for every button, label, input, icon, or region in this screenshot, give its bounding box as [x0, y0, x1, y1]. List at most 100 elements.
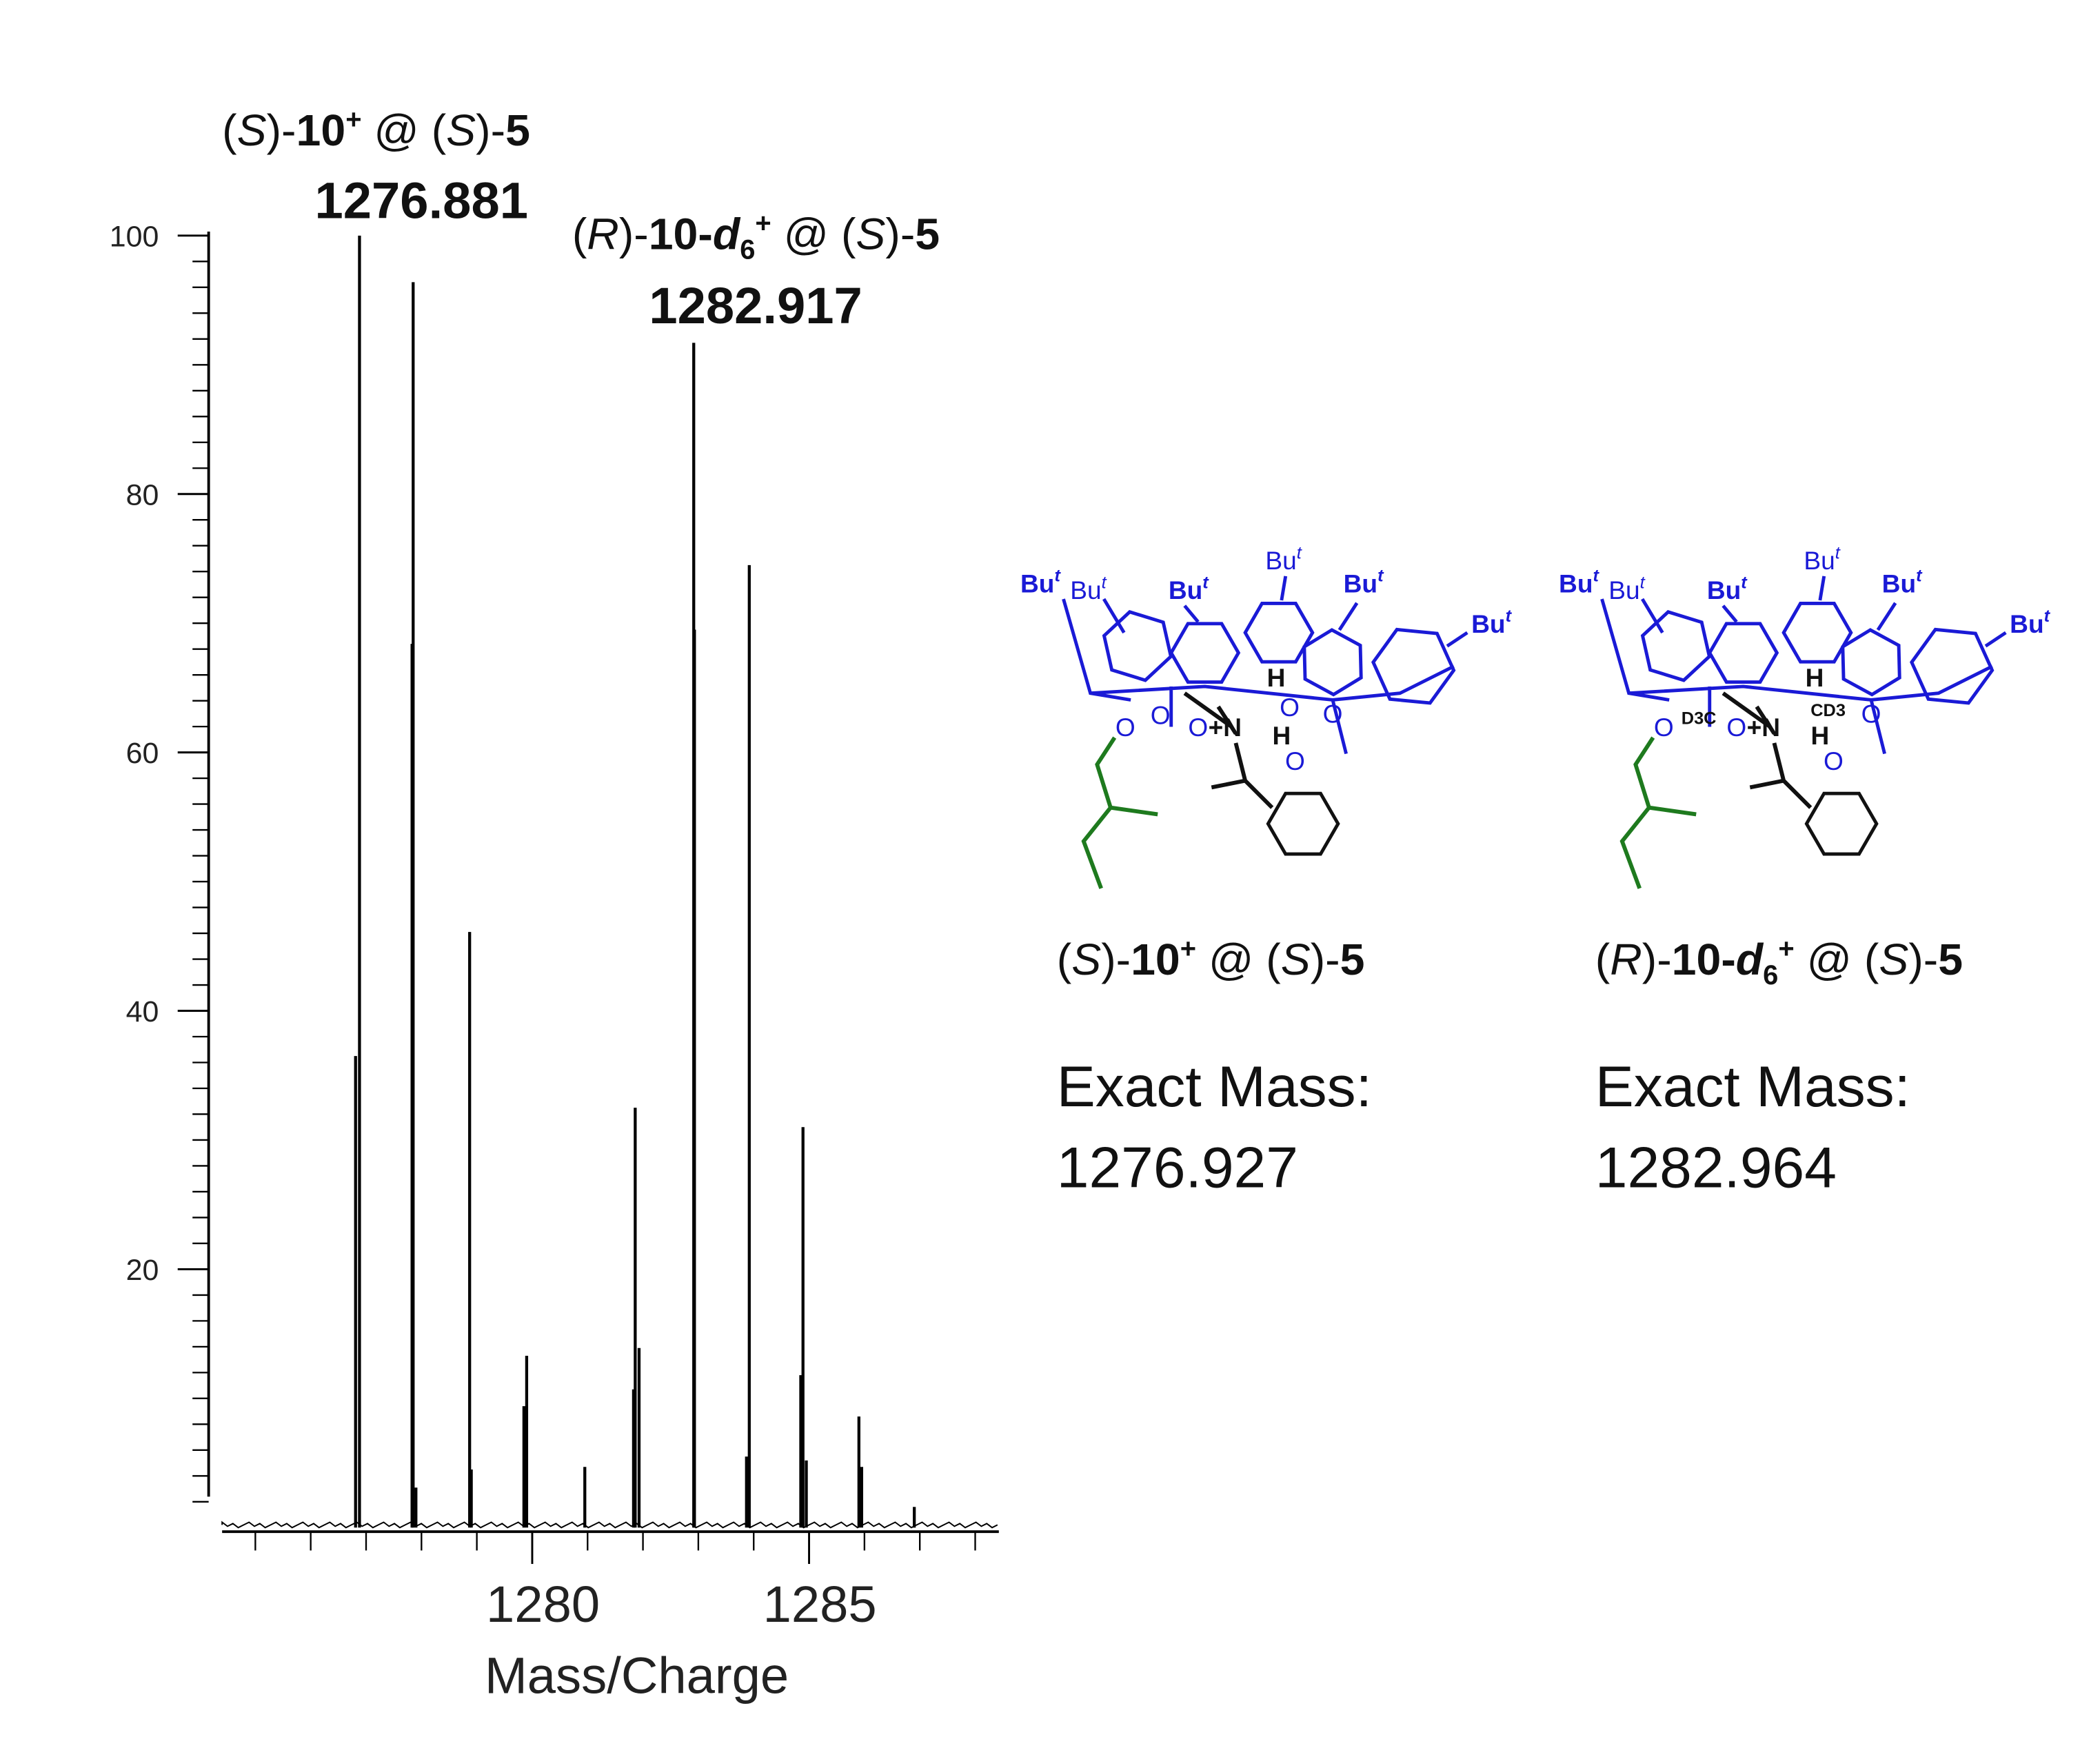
label-part: d [1736, 935, 1764, 984]
tbu-label: But [1559, 567, 1599, 598]
y-tick-label: 80 [126, 478, 159, 511]
label-part: Bu [1070, 576, 1101, 604]
x-tick-label: 1280 [486, 1576, 600, 1633]
tbu-label: But [1070, 573, 1107, 604]
label-part: t [2044, 607, 2051, 626]
x-axis-label: Mass/Charge [485, 1647, 789, 1704]
label-part: + [345, 105, 361, 135]
label-part: 6 [1763, 960, 1778, 990]
label-part: S [1071, 935, 1101, 984]
label-part: )- [885, 209, 915, 258]
exact-mass-value: 1276.927 [1057, 1135, 1298, 1199]
ring [1804, 791, 1879, 856]
label-part: 5 [505, 105, 530, 155]
label-part: )- [1101, 935, 1131, 984]
baseline-noise [221, 1521, 998, 1529]
frame [1600, 576, 2007, 755]
tbu-label: But [1804, 543, 1840, 575]
side-chain [1081, 736, 1158, 889]
y-tick-label: 100 [110, 220, 159, 253]
label-part: @ ( [1795, 935, 1879, 984]
atom-label: O [1115, 713, 1135, 742]
atom-label: H [1810, 721, 1829, 750]
tbu-label: But [1344, 567, 1384, 598]
atom-label: +N [1209, 713, 1242, 742]
atom-label: O [1654, 713, 1674, 742]
tbu-label: But [1707, 573, 1748, 604]
ring [1371, 627, 1456, 705]
label-part: + [1778, 933, 1794, 964]
label-part: R [587, 209, 619, 258]
side-chain [1619, 736, 1697, 889]
structure-caption: (R)-10-d6+ @ (S)-5 [1595, 933, 1963, 990]
label-part: ( [1595, 935, 1611, 984]
guest [1722, 691, 1813, 809]
atom-label: O [1726, 713, 1746, 742]
label-part: t [1835, 543, 1841, 562]
atom-label: H [1272, 721, 1291, 750]
label-part: ( [1057, 935, 1072, 984]
label-part: t [1916, 567, 1923, 586]
label-part: + [755, 208, 771, 238]
peak-annotation-name: (S)-10+ @ (S)-5 [222, 105, 530, 155]
label-part: 5 [1938, 935, 1963, 984]
label-part: ( [572, 209, 587, 258]
atom-label: H [1806, 663, 1824, 692]
label-part: Bu [1169, 576, 1202, 604]
label-part: @ ( [771, 209, 856, 258]
exact-mass-title: Exact Mass: [1595, 1054, 1910, 1119]
label-part: )- [1908, 935, 1938, 984]
ring [1640, 610, 1712, 682]
label-part: S [856, 209, 885, 258]
label-part: 10 [296, 105, 346, 155]
y-tick-label: 60 [126, 737, 159, 770]
tbu-label: But [1169, 573, 1209, 604]
label-part: Bu [1265, 546, 1296, 575]
atom-label: O [1285, 746, 1305, 775]
atom-label: O [1280, 693, 1300, 722]
ring [1910, 627, 1995, 705]
ring [1102, 610, 1173, 682]
atom-label: O [1861, 700, 1881, 729]
guest [1183, 691, 1274, 809]
peak-annotation-value: 1276.881 [315, 172, 528, 229]
atom-label: O [1151, 701, 1171, 730]
label-part: t [1297, 543, 1302, 562]
tbu-label: But [1882, 567, 1923, 598]
atom-label: O [1323, 700, 1343, 729]
label-part: )- [476, 105, 505, 155]
atom-label: +N [1747, 713, 1780, 742]
tbu-label: But [1471, 607, 1512, 638]
label-part: Bu [1471, 609, 1505, 638]
atom-label: D3C [1682, 709, 1717, 729]
label-part: )- [619, 209, 649, 258]
label-part: t [1202, 573, 1209, 592]
label-part: t [1377, 567, 1384, 586]
label-part: t [1102, 573, 1107, 592]
tbu-label: But [1265, 543, 1302, 575]
ring [1707, 622, 1779, 684]
atom-label: H [1267, 663, 1286, 692]
label-part: 10 [1131, 935, 1180, 984]
label-part: Bu [1344, 569, 1377, 598]
ring [1841, 628, 1901, 697]
label-part: 10- [1672, 935, 1736, 984]
label-part: @ ( [1196, 935, 1281, 984]
label-part: Bu [1020, 569, 1054, 598]
ring [1243, 602, 1315, 664]
label-part: )- [1642, 935, 1672, 984]
label-part: R [1610, 935, 1642, 984]
atom-label: O [1188, 713, 1208, 742]
label-part: )- [267, 105, 296, 155]
label-part: S [237, 105, 267, 155]
tbu-label: But [2010, 607, 2050, 638]
label-part: t [1506, 607, 1513, 626]
label-part: t [1054, 567, 1061, 586]
y-tick-label: 20 [126, 1254, 159, 1287]
ring [1169, 622, 1241, 684]
label-part: t [1640, 573, 1646, 592]
label-part: Bu [1882, 569, 1916, 598]
